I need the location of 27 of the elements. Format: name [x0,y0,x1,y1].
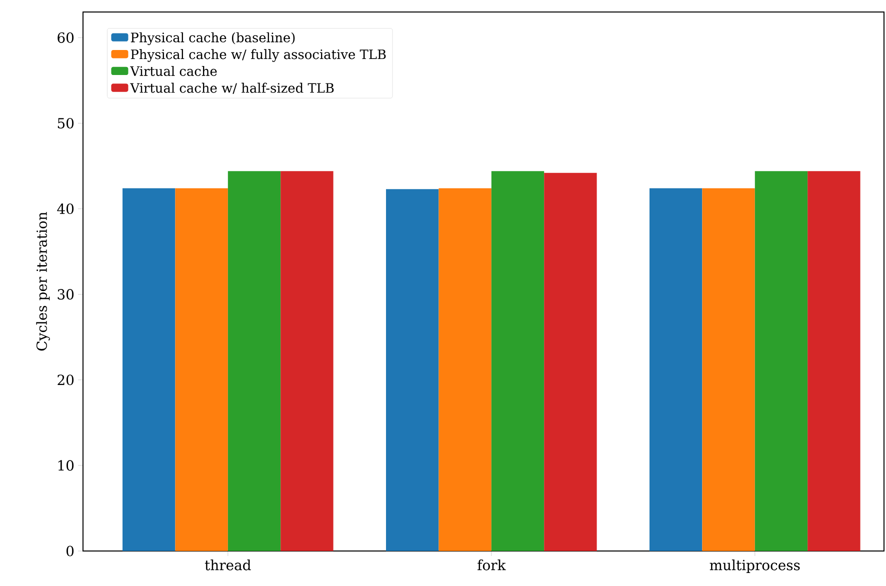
x-tick-label: thread [204,560,251,570]
bar [491,171,544,551]
legend-label: Virtual cache w/ half-sized TLB [130,82,334,94]
y-tick-label: 0 [66,546,74,556]
y-tick-label: 60 [58,32,74,43]
y-tick-label: 20 [58,374,74,386]
bar [280,171,334,551]
bar [650,188,702,551]
legend-label: Physical cache w/ fully associative TLB [130,49,386,62]
bar [438,188,492,551]
legend-label: Virtual cache [130,66,217,76]
bar [754,171,808,551]
y-axis-title: Cycles per iteration [36,212,50,351]
y-tick-label: 30 [58,289,74,300]
y-tick-label: 50 [58,118,74,129]
bar [386,189,439,551]
y-tick-label: 40 [57,204,74,214]
x-tick-label: fork [478,560,506,570]
x-tick-label: multiprocess [710,560,800,574]
bar [175,188,228,551]
legend-label: Physical cache (baseline) [130,32,295,46]
bar [808,171,860,551]
y-tick-label: 10 [58,460,74,471]
bar [702,188,755,551]
bar [122,188,176,551]
bar [544,172,597,551]
bar [228,171,281,551]
